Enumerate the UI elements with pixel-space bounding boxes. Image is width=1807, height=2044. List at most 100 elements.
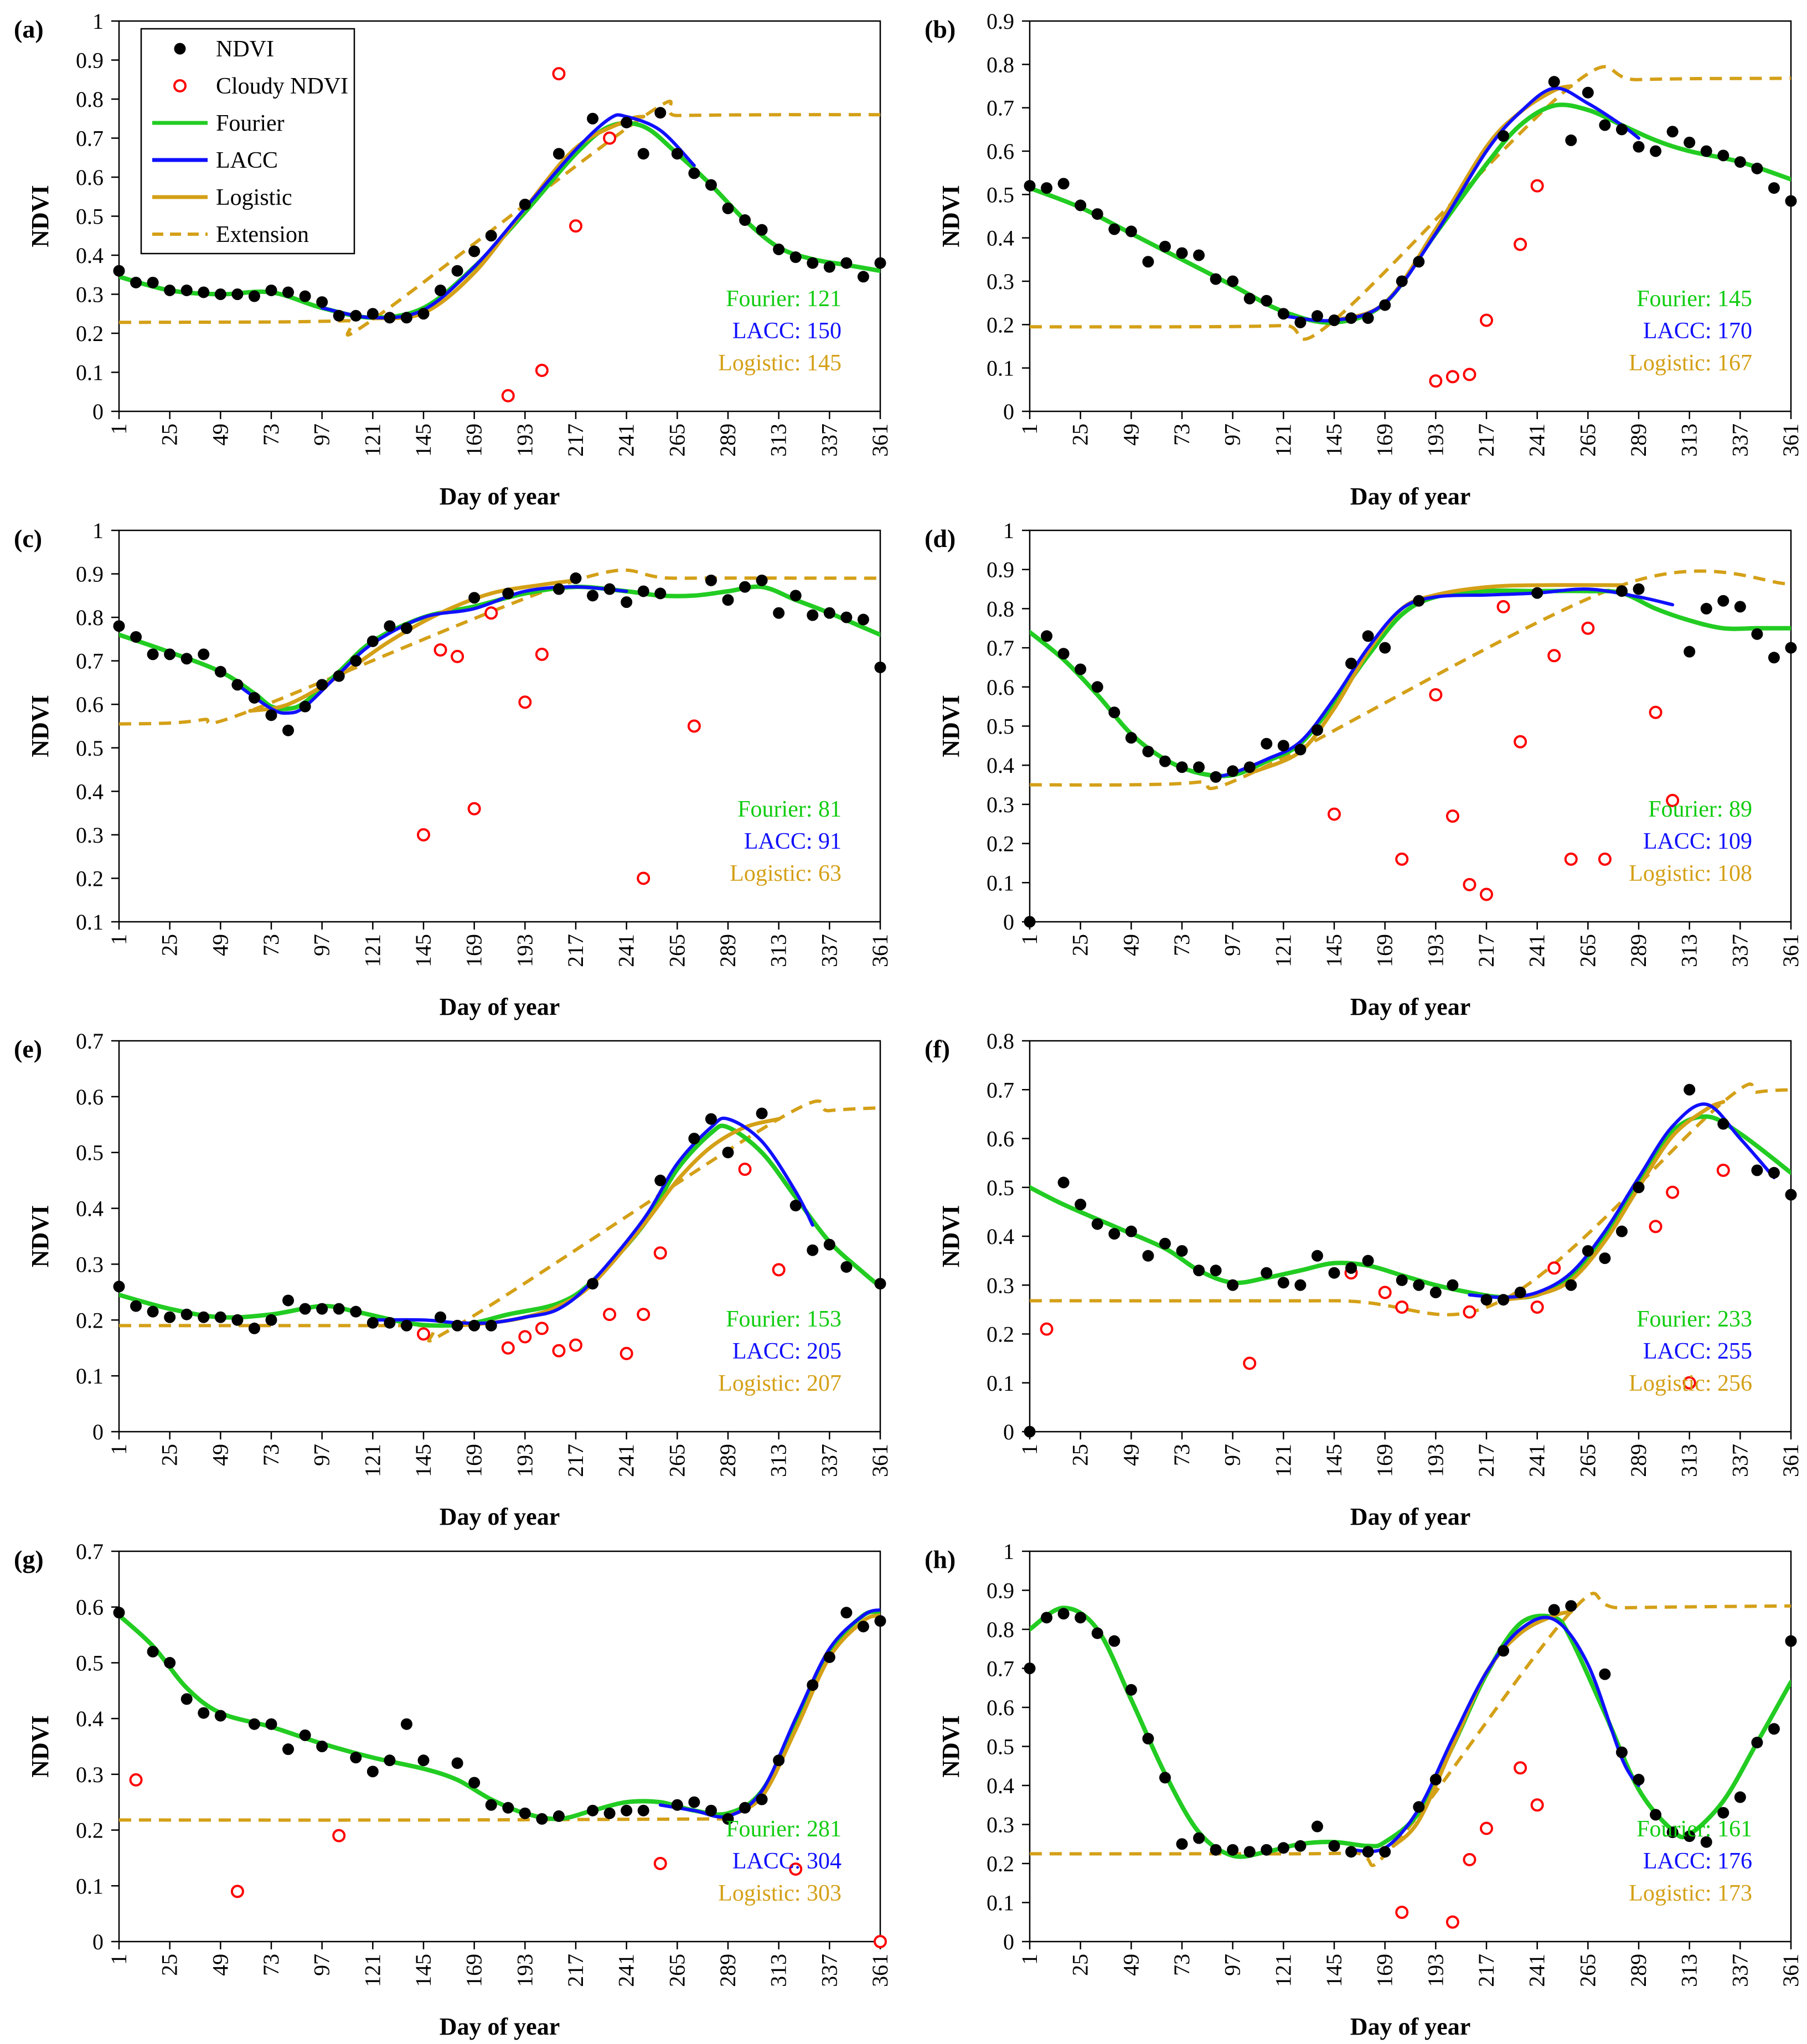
ndvi-point [1717, 595, 1729, 607]
ndvi-point [1379, 299, 1391, 311]
ndvi-point [333, 309, 345, 322]
estimate-logistic: Logistic: 173 [1629, 1881, 1752, 1906]
fourier-line [119, 584, 880, 711]
x-axis-title: Day of year [1350, 483, 1471, 510]
ndvi-point [1700, 145, 1712, 157]
ndvi-point [214, 288, 226, 300]
x-tick-label: 145 [411, 424, 436, 457]
x-tick-label: 73 [1169, 1954, 1194, 1976]
x-tick-label: 337 [817, 1954, 841, 1987]
panel-label: (c) [14, 524, 42, 553]
ndvi-point [1091, 681, 1103, 693]
x-tick-label: 97 [1220, 934, 1245, 956]
y-tick-label: 1 [1003, 518, 1014, 543]
estimate-lacc: LACC: 170 [1643, 318, 1752, 344]
cloudy-ndvi-point [417, 1327, 430, 1341]
x-tick-label: 97 [309, 1444, 334, 1466]
x-tick-label: 361 [868, 1954, 892, 1987]
cloudy-ndvi-point [1378, 1286, 1392, 1299]
cloudy-ndvi-point [1463, 878, 1476, 891]
x-tick-label: 121 [360, 424, 385, 457]
x-tick-label: 289 [715, 424, 740, 457]
x-tick-label: 73 [259, 1444, 283, 1466]
ndvi-point [164, 1656, 176, 1669]
x-tick-label: 49 [208, 1444, 233, 1466]
cloudy-ndvi-point [1480, 313, 1493, 327]
ndvi-point [1261, 1267, 1273, 1279]
ndvi-point [1362, 312, 1374, 324]
x-axis-title: Day of year [440, 1503, 560, 1530]
estimate-logistic: Logistic: 63 [730, 861, 841, 886]
ndvi-point [789, 590, 802, 602]
x-tick-label: 265 [1575, 934, 1600, 967]
x-tick-label: 313 [766, 934, 791, 967]
x-axis-title: Day of year [440, 993, 560, 1020]
ndvi-point [823, 607, 835, 619]
ndvi-point [637, 1804, 649, 1816]
x-tick-label: 49 [208, 424, 233, 446]
x-tick-label: 265 [664, 1954, 689, 1987]
x-axis-title: Day of year [1350, 1503, 1471, 1530]
ndvi-point [1125, 1225, 1137, 1237]
cloudy-ndvi-point [1040, 1322, 1054, 1336]
x-tick-label: 73 [259, 424, 283, 446]
ndvi-point [248, 1322, 260, 1334]
ndvi-point [756, 574, 768, 586]
ndvi-point [722, 594, 734, 606]
y-tick-label: 0.4 [987, 1773, 1014, 1798]
ndvi-point [1057, 1608, 1070, 1620]
ndvi-point [1261, 1844, 1273, 1856]
cloudy-ndvi-point [467, 802, 481, 815]
ndvi-point [164, 648, 176, 660]
ndvi-point [1227, 275, 1239, 287]
ndvi-point [1751, 162, 1763, 174]
x-tick-label: 217 [1474, 424, 1499, 457]
x-tick-label: 121 [360, 934, 385, 967]
cloudy-ndvi-point [535, 647, 549, 661]
y-tick-label: 0.7 [987, 636, 1014, 660]
ndvi-point [113, 1607, 125, 1619]
ndvi-point [282, 1743, 295, 1756]
estimate-lacc: LACC: 176 [1643, 1849, 1752, 1874]
cloudy-ndvi-point [1530, 179, 1544, 193]
x-tick-label: 25 [1068, 1954, 1093, 1976]
ndvi-point [587, 1278, 599, 1290]
x-tick-label: 265 [664, 424, 689, 457]
legend-lacc-label: LACC [216, 148, 278, 173]
y-axis-title: NDVI [27, 185, 54, 247]
ndvi-point [468, 592, 481, 604]
ndvi-point [1328, 1840, 1340, 1852]
ndvi-point [451, 265, 463, 277]
estimate-lacc: LACC: 205 [732, 1339, 841, 1364]
ndvi-point [1193, 1264, 1205, 1277]
ndvi-point [1176, 247, 1188, 259]
ndvi-point [1311, 724, 1323, 736]
ndvi-point [1362, 1846, 1374, 1858]
x-tick-label: 217 [563, 1444, 588, 1477]
lacc-line [371, 1116, 814, 1325]
ndvi-point [1210, 1844, 1222, 1856]
fourier-line [119, 1609, 880, 1821]
x-tick-label: 241 [614, 934, 639, 967]
cloudy-ndvi-point [451, 649, 464, 663]
ndvi-point [1734, 156, 1746, 168]
cloudy-ndvi-point [1395, 1906, 1409, 1919]
ndvi-point [265, 709, 277, 721]
ndvi-point [366, 635, 379, 647]
ndvi-point [299, 1303, 311, 1315]
ndvi-point [1142, 745, 1154, 757]
ndvi-point [1024, 1663, 1036, 1674]
y-tick-label: 0.7 [987, 1656, 1014, 1681]
ndvi-point [603, 1807, 616, 1819]
cloudy-ndvi-point [1547, 1261, 1561, 1275]
y-axis-title: NDVI [937, 1715, 964, 1777]
ndvi-point [1700, 602, 1712, 615]
ndvi-point [688, 1796, 700, 1808]
ndvi-point [1091, 208, 1103, 220]
ndvi-point [417, 1754, 430, 1767]
ndvi-point [807, 1679, 819, 1691]
ndvi-point [299, 1729, 311, 1741]
x-tick-label: 289 [1626, 424, 1651, 457]
ndvi-point [1142, 1250, 1154, 1262]
